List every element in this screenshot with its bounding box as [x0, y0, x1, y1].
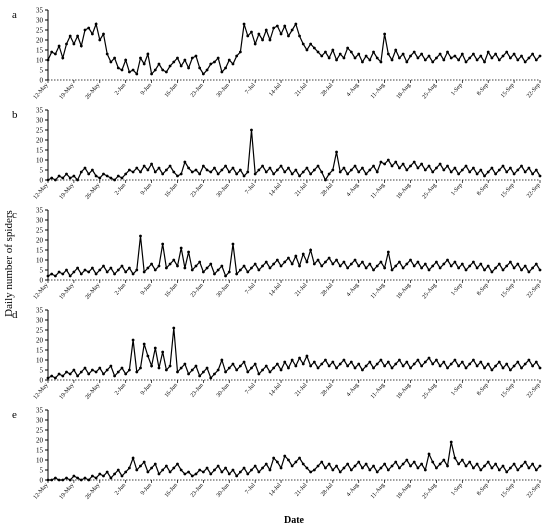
svg-text:0: 0 [40, 277, 44, 285]
svg-text:35: 35 [36, 7, 44, 15]
svg-text:30: 30 [36, 217, 44, 225]
svg-text:Daily number of spiders: Daily number of spiders [3, 210, 15, 317]
svg-text:15: 15 [36, 147, 44, 155]
svg-text:b: b [12, 109, 18, 121]
svg-text:25: 25 [36, 327, 44, 335]
svg-text:35: 35 [36, 107, 44, 115]
svg-text:10: 10 [36, 457, 44, 465]
svg-text:a: a [12, 9, 17, 21]
svg-text:30: 30 [36, 117, 44, 125]
svg-text:30: 30 [36, 17, 44, 25]
svg-text:0: 0 [40, 177, 44, 185]
svg-text:20: 20 [36, 137, 44, 145]
svg-text:5: 5 [40, 367, 44, 375]
svg-text:5: 5 [40, 467, 44, 475]
svg-text:35: 35 [36, 407, 44, 415]
svg-text:0: 0 [40, 377, 44, 385]
svg-text:0: 0 [40, 477, 44, 485]
svg-text:0: 0 [40, 77, 44, 85]
svg-text:30: 30 [36, 417, 44, 425]
svg-text:5: 5 [40, 167, 44, 175]
svg-text:15: 15 [36, 47, 44, 55]
svg-text:15: 15 [36, 447, 44, 455]
svg-text:5: 5 [40, 267, 44, 275]
svg-text:10: 10 [36, 357, 44, 365]
svg-text:35: 35 [36, 207, 44, 215]
chart-svg: 0510152025303512-May19-May26-May2-Jun9-J… [0, 0, 550, 527]
svg-text:10: 10 [36, 257, 44, 265]
svg-text:10: 10 [36, 57, 44, 65]
svg-text:20: 20 [36, 237, 44, 245]
chart-container: 0510152025303512-May19-May26-May2-Jun9-J… [0, 0, 550, 527]
svg-text:10: 10 [36, 157, 44, 165]
svg-text:35: 35 [36, 307, 44, 315]
svg-text:Date: Date [284, 515, 305, 526]
svg-text:15: 15 [36, 247, 44, 255]
svg-text:20: 20 [36, 37, 44, 45]
svg-text:20: 20 [36, 337, 44, 345]
svg-text:25: 25 [36, 127, 44, 135]
svg-text:5: 5 [40, 67, 44, 75]
svg-text:25: 25 [36, 427, 44, 435]
svg-text:15: 15 [36, 347, 44, 355]
svg-text:25: 25 [36, 227, 44, 235]
svg-text:25: 25 [36, 27, 44, 35]
svg-text:30: 30 [36, 317, 44, 325]
svg-text:e: e [12, 409, 17, 421]
svg-text:20: 20 [36, 437, 44, 445]
